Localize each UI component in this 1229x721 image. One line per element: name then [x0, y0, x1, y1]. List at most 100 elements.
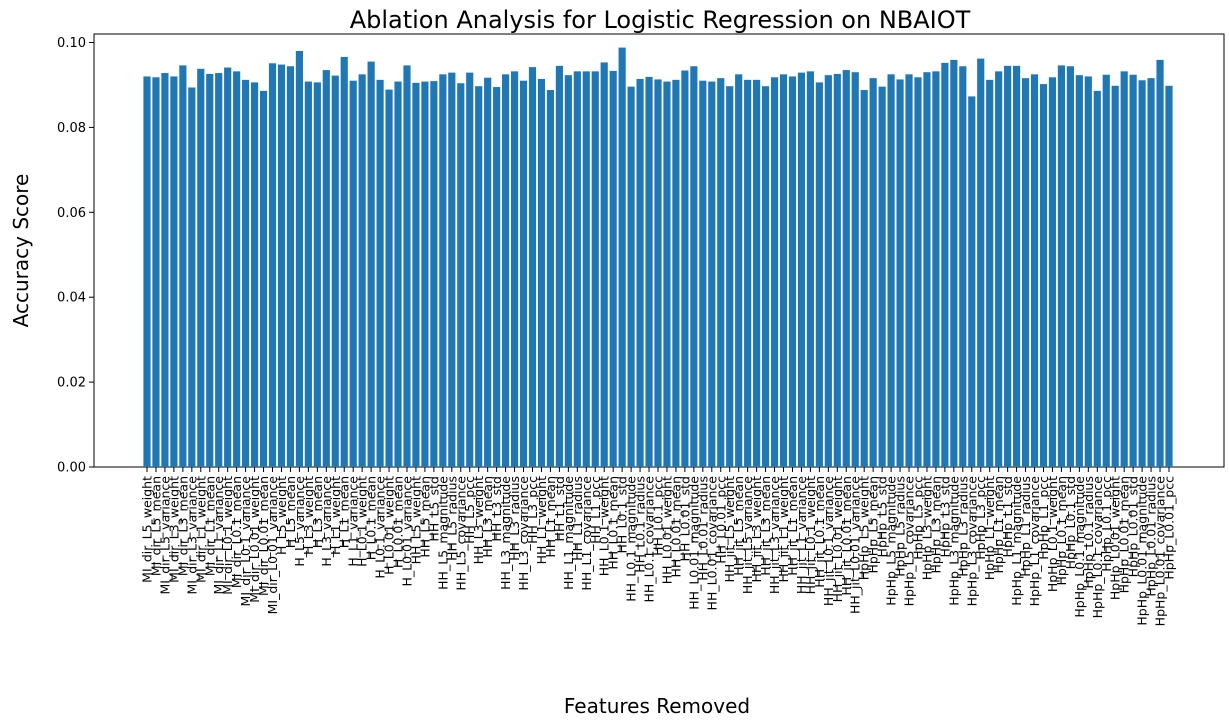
x-tick-label: HpHp_L5_std — [875, 476, 890, 557]
x-tick-label: HH_L5_mean — [417, 476, 432, 558]
bar — [197, 68, 205, 467]
bar — [923, 72, 931, 468]
bar — [1138, 80, 1146, 468]
bar — [1084, 76, 1092, 467]
bar — [376, 79, 384, 467]
x-tick-label: H_L0.01_weight — [382, 476, 397, 575]
bar — [1111, 85, 1119, 467]
x-tick-label: HpHp_L0.1_radius — [1081, 476, 1096, 589]
x-tick-label: HH_L0.01_magnitude — [686, 476, 701, 610]
y-tick-label: 0.06 — [57, 206, 86, 221]
bar — [797, 72, 806, 467]
bar — [609, 70, 617, 468]
x-tick-label: HpHp_L5_covariance — [902, 476, 917, 607]
x-tick-label: HpHp_L0.01_radius — [1144, 476, 1159, 597]
x-tick-label: HpHp_L0.1_std — [1063, 476, 1078, 569]
y-tick-label: 0.08 — [57, 121, 86, 136]
x-tick-label: H_L5_variance — [292, 476, 307, 567]
x-tick-label: HpHp_L1_pcc — [1036, 476, 1051, 560]
bar — [663, 81, 671, 468]
x-tick-label: HH_L1_magnitude — [561, 476, 576, 590]
bar — [806, 71, 814, 468]
x-tick-label: HH_L0.1_mean — [606, 476, 621, 570]
x-tick-label: HH_L0.1_pcc — [651, 476, 666, 556]
bar — [179, 65, 187, 467]
bar — [672, 79, 680, 467]
bar — [502, 74, 510, 467]
bar — [1093, 90, 1101, 467]
bar — [1129, 74, 1137, 467]
x-tick-label: HpHp_L5_magnitude — [884, 476, 899, 606]
bar — [582, 71, 590, 468]
x-tick-label: HH_L0.1_std — [615, 476, 630, 554]
bar — [573, 71, 581, 468]
x-tick-label: HpHp_L1_std — [1000, 476, 1015, 557]
bar — [340, 56, 348, 468]
bar — [1004, 65, 1012, 467]
bar — [412, 82, 420, 467]
bar — [215, 73, 223, 468]
bar — [475, 86, 483, 468]
bar — [152, 77, 160, 468]
bar — [600, 62, 608, 467]
x-tick-label: HpHp_L3_std — [937, 476, 952, 557]
bar — [1039, 84, 1048, 467]
x-tick-label: HpHp_L3_covariance — [964, 476, 979, 607]
bar — [815, 82, 823, 467]
x-tick-label: H_L3_variance — [319, 476, 334, 567]
x-tick-label: HH_L1_weight — [534, 476, 549, 564]
bar — [457, 83, 465, 468]
x-tick-label: HH_jit_L5_weight — [722, 476, 737, 583]
bar — [1102, 74, 1110, 467]
bar — [959, 66, 967, 467]
bar — [484, 77, 492, 467]
x-tick-label: HH_L0.01_covariance — [704, 476, 719, 611]
x-tick-label: HH_jit_L1_variance — [794, 476, 809, 594]
bar — [430, 81, 438, 468]
x-tick-label: HH_L1_std — [552, 476, 567, 542]
x-tick-label: HpHp_L5_pcc — [910, 476, 925, 560]
x-tick-label: HH_L1_mean — [543, 476, 558, 558]
x-tick-label: MI_dir_L0.01_mean — [256, 476, 271, 596]
x-tick-label: HpHp_L0.1_weight — [1045, 476, 1060, 592]
bar — [681, 70, 689, 467]
bar — [735, 74, 743, 467]
x-tick-label: HH_jit_L5_variance — [740, 476, 755, 594]
x-tick-label: HH_L3_magnitude — [498, 476, 513, 590]
y-tick-label: 0.04 — [57, 291, 86, 306]
y-tick-label: 0.02 — [57, 376, 86, 391]
x-tick-label: HpHp_L5_mean — [866, 476, 881, 574]
x-tick-label: HH_L3_radius — [507, 476, 522, 561]
x-tick-label: HpHp_L5_weight — [857, 476, 872, 580]
bar — [654, 79, 662, 468]
x-tick-label: HH_L5_pcc — [462, 476, 477, 544]
bar — [770, 77, 779, 468]
x-tick-label: MI_dir_L1_weight — [193, 476, 208, 583]
x-tick-label: H_L3_mean — [310, 476, 325, 548]
x-tick-label: HpHp_L3_pcc — [973, 476, 988, 560]
bar — [331, 75, 339, 467]
x-tick-label: MI_dir_L3_variance — [184, 476, 199, 595]
x-tick-label: HH_jit_L1_weight — [776, 476, 791, 583]
x-tick-label: HpHp_L0.01_covariance — [1153, 476, 1168, 627]
x-tick-label: HH_jit_L0.01_weight — [830, 476, 845, 602]
bar — [1057, 65, 1066, 467]
x-tick-label: HH_L0.01_mean — [668, 476, 683, 578]
bar — [717, 78, 725, 468]
bar — [188, 87, 196, 468]
bar — [1165, 85, 1173, 467]
bar — [941, 62, 949, 468]
bar — [1147, 78, 1155, 468]
x-tick-label: HH_L5_magnitude — [435, 476, 450, 590]
x-tick-label: H_L0.1_variance — [373, 476, 388, 579]
x-tick-label: HpHp_L0.01_std — [1126, 476, 1141, 577]
x-tick-label: H_L1_variance — [346, 476, 361, 567]
bar — [555, 65, 563, 467]
bar — [744, 79, 752, 467]
y-tick-label: 0.10 — [57, 36, 86, 51]
bar — [878, 86, 886, 467]
bar — [1013, 65, 1021, 467]
bar — [905, 74, 913, 467]
x-tick-label: MI_dir_L0.1_mean — [229, 476, 244, 588]
